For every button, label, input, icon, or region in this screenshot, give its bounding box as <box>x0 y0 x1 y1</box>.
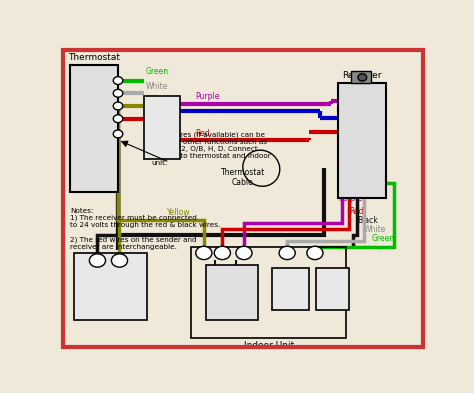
Text: Notes:
1) The receiver must be connected
to 24 volts through the red & black wir: Notes: 1) The receiver must be connected… <box>70 208 220 250</box>
Text: 3000: 3000 <box>350 145 374 155</box>
Circle shape <box>113 130 123 138</box>
Text: Y: Y <box>117 256 122 265</box>
Circle shape <box>113 77 123 84</box>
Text: White: White <box>364 225 386 234</box>
Text: Purple: Purple <box>338 195 363 204</box>
Text: Red: Red <box>349 207 364 216</box>
Text: R: R <box>219 248 226 257</box>
Text: W: W <box>283 248 292 257</box>
Text: Transformer: Transformer <box>207 282 257 291</box>
Circle shape <box>236 246 252 260</box>
Bar <box>272 268 309 310</box>
Circle shape <box>113 102 123 110</box>
Bar <box>338 83 386 198</box>
Text: Indoor Unit: Indoor Unit <box>244 341 294 350</box>
Bar <box>74 253 147 320</box>
Text: White: White <box>146 82 168 91</box>
Text: Y: Y <box>106 101 111 110</box>
Text: Fan: Fan <box>325 285 341 294</box>
Text: R: R <box>106 114 112 123</box>
Bar <box>144 95 181 159</box>
Bar <box>351 72 372 83</box>
Circle shape <box>113 115 123 123</box>
Circle shape <box>90 254 106 267</box>
Text: Receiver: Receiver <box>343 72 382 81</box>
Text: L2 (N): L2 (N) <box>224 307 247 316</box>
Bar <box>316 268 349 310</box>
Bar <box>206 265 258 320</box>
Text: FAST-STAT: FAST-STAT <box>338 127 387 137</box>
Text: Purple: Purple <box>195 92 219 101</box>
Text: G: G <box>106 76 112 85</box>
Text: L1: L1 <box>211 307 220 316</box>
Text: Green: Green <box>372 234 395 243</box>
Text: Red: Red <box>195 129 210 138</box>
Text: W: W <box>105 89 113 98</box>
Text: Black: Black <box>357 216 378 225</box>
Circle shape <box>358 74 367 81</box>
Text: Red: Red <box>146 107 160 116</box>
Text: Yellow: Yellow <box>167 208 191 217</box>
Circle shape <box>279 246 295 260</box>
Text: Extra wires (if available) can be
used for other functions such as
C, W2, Y2, O/: Extra wires (if available) can be used f… <box>151 132 271 166</box>
Text: Heat: Heat <box>280 285 301 294</box>
Circle shape <box>196 246 212 260</box>
Text: Air Conditioner: Air Conditioner <box>77 298 145 307</box>
Circle shape <box>113 89 123 97</box>
Bar <box>191 247 346 338</box>
Text: Green: Green <box>146 67 169 76</box>
Circle shape <box>307 246 323 260</box>
Text: Yellow: Yellow <box>146 95 169 104</box>
Text: Thermostat
Cable: Thermostat Cable <box>221 167 265 187</box>
Text: Y: Y <box>201 248 207 257</box>
Text: G: G <box>311 248 319 257</box>
Text: C: C <box>241 248 247 257</box>
Text: C: C <box>94 256 100 265</box>
Circle shape <box>214 246 230 260</box>
Text: Sender: Sender <box>145 122 179 132</box>
Text: Thermostat: Thermostat <box>68 53 120 62</box>
Circle shape <box>111 254 128 267</box>
Bar <box>70 65 118 193</box>
Text: C: C <box>106 129 112 138</box>
